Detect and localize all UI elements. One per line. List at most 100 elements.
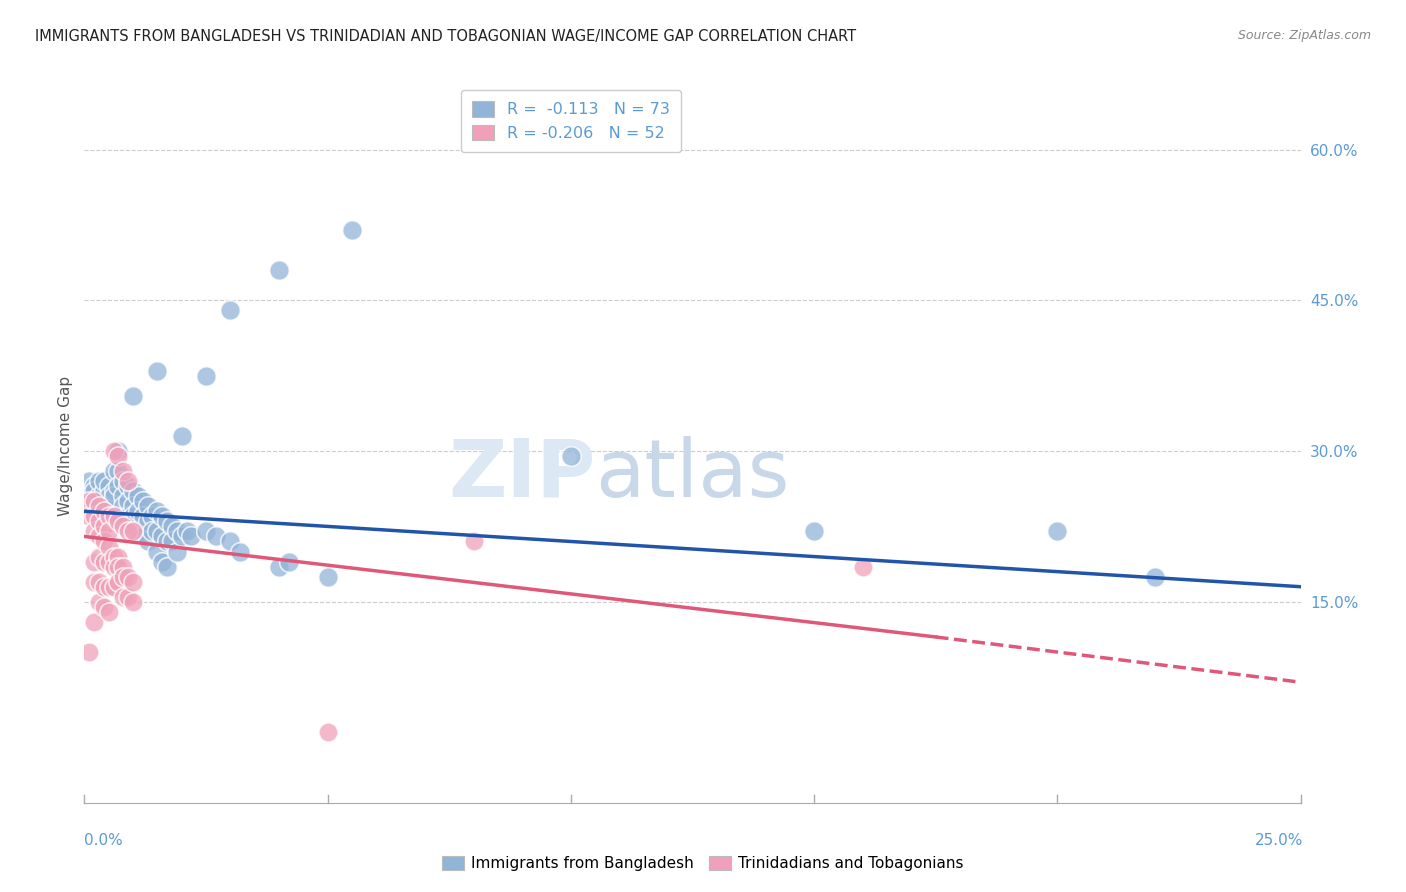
Text: 25.0%: 25.0% xyxy=(1256,833,1303,847)
Point xyxy=(127,504,149,518)
Point xyxy=(156,559,179,574)
Point xyxy=(127,524,149,539)
Point xyxy=(146,504,169,518)
Point xyxy=(83,524,105,539)
Point xyxy=(170,429,193,443)
Point xyxy=(267,559,290,574)
Point xyxy=(170,529,193,543)
Point xyxy=(277,555,299,569)
Point xyxy=(122,574,145,589)
Point xyxy=(87,500,110,514)
Point xyxy=(77,494,100,508)
Point xyxy=(150,529,173,543)
Point xyxy=(107,444,129,458)
Point xyxy=(160,534,183,549)
Point xyxy=(103,464,125,478)
Point xyxy=(136,500,159,514)
Point xyxy=(122,484,145,499)
Point xyxy=(83,484,105,499)
Point xyxy=(112,464,135,478)
Point xyxy=(132,509,155,524)
Point xyxy=(195,368,218,383)
Point xyxy=(136,515,159,529)
Point xyxy=(93,504,115,518)
Point xyxy=(117,509,139,524)
Point xyxy=(93,555,115,569)
Point xyxy=(852,559,875,574)
Point xyxy=(87,549,110,564)
Point xyxy=(77,474,100,488)
Point xyxy=(112,474,135,488)
Point xyxy=(87,494,110,508)
Text: IMMIGRANTS FROM BANGLADESH VS TRINIDADIAN AND TOBAGONIAN WAGE/INCOME GAP CORRELA: IMMIGRANTS FROM BANGLADESH VS TRINIDADIA… xyxy=(35,29,856,44)
Point xyxy=(112,559,135,574)
Point xyxy=(180,529,202,543)
Point xyxy=(195,524,218,539)
Legend: R =  -0.113   N = 73, R = -0.206   N = 52: R = -0.113 N = 73, R = -0.206 N = 52 xyxy=(461,90,681,152)
Point xyxy=(107,464,129,478)
Point xyxy=(132,529,155,543)
Point xyxy=(97,540,120,554)
Point xyxy=(83,479,105,493)
Point xyxy=(122,500,145,514)
Point xyxy=(93,519,115,533)
Point xyxy=(112,500,135,514)
Point xyxy=(146,363,169,377)
Point xyxy=(176,524,198,539)
Point xyxy=(93,534,115,549)
Point xyxy=(117,524,139,539)
Point xyxy=(97,489,120,503)
Point xyxy=(83,574,105,589)
Point xyxy=(103,489,125,503)
Point xyxy=(117,494,139,508)
Point xyxy=(112,590,135,604)
Point xyxy=(97,524,120,539)
Point xyxy=(87,474,110,488)
Point xyxy=(136,534,159,549)
Point xyxy=(112,489,135,503)
Point xyxy=(122,389,145,403)
Point xyxy=(166,544,188,558)
Point xyxy=(150,555,173,569)
Point xyxy=(1143,569,1166,583)
Point xyxy=(107,449,129,463)
Point xyxy=(107,574,129,589)
Point xyxy=(166,524,188,539)
Point xyxy=(93,484,115,499)
Point xyxy=(117,479,139,493)
Point xyxy=(146,544,169,558)
Point xyxy=(93,599,115,614)
Point xyxy=(77,489,100,503)
Text: Source: ZipAtlas.com: Source: ZipAtlas.com xyxy=(1237,29,1371,42)
Point xyxy=(103,559,125,574)
Point xyxy=(107,515,129,529)
Point xyxy=(87,489,110,503)
Legend: Immigrants from Bangladesh, Trinidadians and Tobagonians: Immigrants from Bangladesh, Trinidadians… xyxy=(436,849,970,877)
Point xyxy=(93,580,115,594)
Point xyxy=(97,479,120,493)
Point xyxy=(204,529,226,543)
Point xyxy=(83,500,105,514)
Point xyxy=(560,449,582,463)
Point xyxy=(107,479,129,493)
Point xyxy=(219,303,242,318)
Point xyxy=(87,595,110,609)
Point xyxy=(112,519,135,533)
Point xyxy=(83,555,105,569)
Point xyxy=(93,474,115,488)
Point xyxy=(150,509,173,524)
Point xyxy=(117,474,139,488)
Point xyxy=(122,509,145,524)
Point xyxy=(107,559,129,574)
Point xyxy=(77,645,100,659)
Point xyxy=(160,519,183,533)
Point xyxy=(229,544,252,558)
Point xyxy=(107,549,129,564)
Point xyxy=(127,489,149,503)
Point xyxy=(103,444,125,458)
Y-axis label: Wage/Income Gap: Wage/Income Gap xyxy=(58,376,73,516)
Point xyxy=(83,509,105,524)
Point xyxy=(97,500,120,514)
Point xyxy=(83,494,105,508)
Point xyxy=(93,500,115,514)
